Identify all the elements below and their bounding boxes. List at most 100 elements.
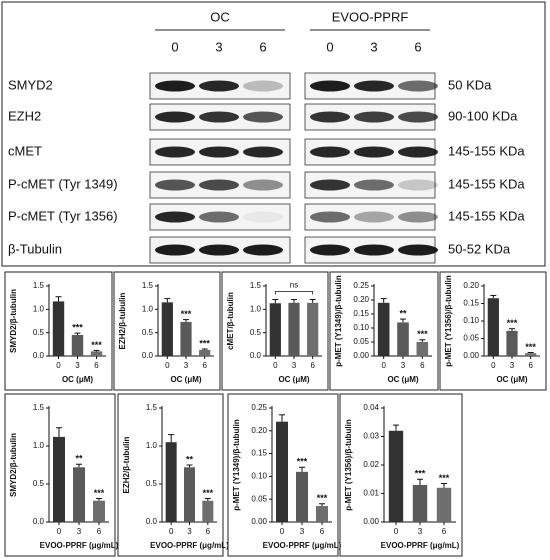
significance-label: *** [91, 340, 102, 350]
significance-label: *** [439, 473, 450, 483]
bar [199, 349, 211, 356]
lane-label: 3 [215, 39, 222, 54]
y-tick-label: 0.25 [353, 281, 369, 290]
blot-band [155, 211, 195, 223]
significance-label: *** [415, 469, 426, 479]
blot-band [243, 146, 283, 158]
x-tick-label: 6 [97, 527, 102, 536]
x-axis-label: OC (μM) [62, 375, 93, 384]
ns-bracket [274, 291, 314, 295]
protein-label: P-cMET (Tyr 1349) [8, 176, 118, 191]
x-tick-label: 6 [202, 361, 207, 370]
y-tick-label: 0.15 [353, 309, 369, 318]
blot-band [243, 244, 283, 256]
y-tick-label: 0.0 [33, 351, 45, 360]
chart-frame [329, 271, 439, 391]
protein-label: EZH2 [8, 108, 41, 123]
significance-label: *** [199, 338, 210, 348]
blot-band [398, 80, 438, 92]
group-label: OC [210, 9, 230, 24]
lane-label: 3 [370, 39, 377, 54]
significance-label: *** [181, 309, 192, 319]
bar [416, 342, 429, 356]
significance-label: ** [75, 454, 83, 464]
y-tick-label: 0.0 [250, 351, 262, 360]
significance-label: *** [203, 488, 214, 498]
bar [276, 421, 288, 522]
y-tick-label: 0.10 [251, 472, 267, 481]
significance-label: *** [94, 488, 105, 498]
chart-frame [439, 271, 547, 391]
y-axis-label: p-MET (Y1356)/β-tubulin [444, 275, 453, 367]
y-tick-label: 0.05 [463, 334, 479, 343]
blot-band [155, 244, 195, 256]
y-tick-label: 0.01 [363, 489, 379, 498]
blot-band [199, 80, 239, 92]
y-axis-label: p-MET (Y1349)/β-tubulin [334, 275, 343, 367]
x-tick-label: 0 [381, 361, 386, 370]
x-tick-label: 3 [510, 361, 515, 370]
size-label: 145-155 KDa [448, 176, 525, 191]
bar [180, 321, 192, 356]
y-tick-label: 1.0 [33, 441, 45, 450]
y-axis-label: SMYD2/β-tubulin [9, 289, 18, 353]
blot-band [398, 179, 438, 191]
x-tick-label: 0 [56, 361, 61, 370]
x-axis-label: EVOO-PPRF (μg/mL) [263, 541, 342, 550]
x-axis-label: EVOO-PPRF (μg/mL) [381, 541, 460, 550]
blot-band [243, 80, 283, 92]
x-axis-label: EVOO-PPRF (μg/mL) [40, 541, 119, 550]
x-axis-label: OC (μM) [170, 375, 201, 384]
size-label: 145-155 KDa [448, 143, 525, 158]
x-tick-label: 3 [75, 361, 80, 370]
significance-label: *** [297, 457, 308, 467]
bar [296, 471, 308, 522]
blot-band [354, 146, 394, 158]
lane-label: 0 [326, 39, 333, 54]
x-tick-label: 0 [165, 361, 170, 370]
y-tick-label: 0.0 [146, 517, 158, 526]
x-axis-label: OC (μM) [278, 375, 309, 384]
y-axis-label: EZH2/β-tubulin [122, 436, 131, 493]
chart-frame [4, 393, 116, 557]
blot-band [199, 244, 239, 256]
y-tick-label: 0.15 [251, 449, 267, 458]
blot-band [199, 179, 239, 191]
lane-label: 6 [259, 39, 266, 54]
x-tick-label: 0 [394, 527, 399, 536]
y-axis-label: p-MET (Y1349)/β-tubulin [232, 419, 241, 511]
y-tick-label: 0.00 [363, 517, 379, 526]
blot-band [310, 111, 350, 123]
x-axis-label: EVOO-PPRF (μg/mL) [150, 541, 229, 550]
bar [436, 487, 452, 522]
group-label: EVOO-PPRF [332, 9, 409, 24]
bar [73, 467, 85, 522]
x-tick-label: 6 [528, 361, 533, 370]
protein-label: β-Tubulin [8, 241, 62, 256]
significance-label: *** [525, 342, 536, 352]
bar [525, 353, 537, 356]
y-tick-label: 1.0 [250, 304, 262, 313]
y-tick-label: 0.04 [363, 403, 379, 412]
x-axis-label: OC (μM) [387, 375, 418, 384]
blot-band [354, 211, 394, 223]
y-tick-label: 0.03 [363, 432, 379, 441]
blot-band [398, 244, 438, 256]
significance-label: *** [72, 323, 83, 333]
x-tick-label: 6 [310, 361, 315, 370]
blot-band [310, 179, 350, 191]
significance-label: *** [317, 493, 328, 503]
x-tick-label: 3 [184, 361, 189, 370]
y-axis-label: p-MET (Y1356)/β-tubulin [344, 419, 353, 511]
bar [90, 351, 103, 356]
significance-label: *** [417, 329, 428, 339]
y-tick-label: 0.0 [33, 517, 45, 526]
lane-label: 0 [171, 39, 178, 54]
blot-band [398, 146, 438, 158]
bar [161, 302, 173, 356]
y-tick-label: 0.10 [353, 323, 369, 332]
x-tick-label: 0 [169, 527, 174, 536]
bar [184, 467, 195, 522]
blot-band [155, 146, 195, 158]
y-tick-label: 0.00 [353, 351, 369, 360]
